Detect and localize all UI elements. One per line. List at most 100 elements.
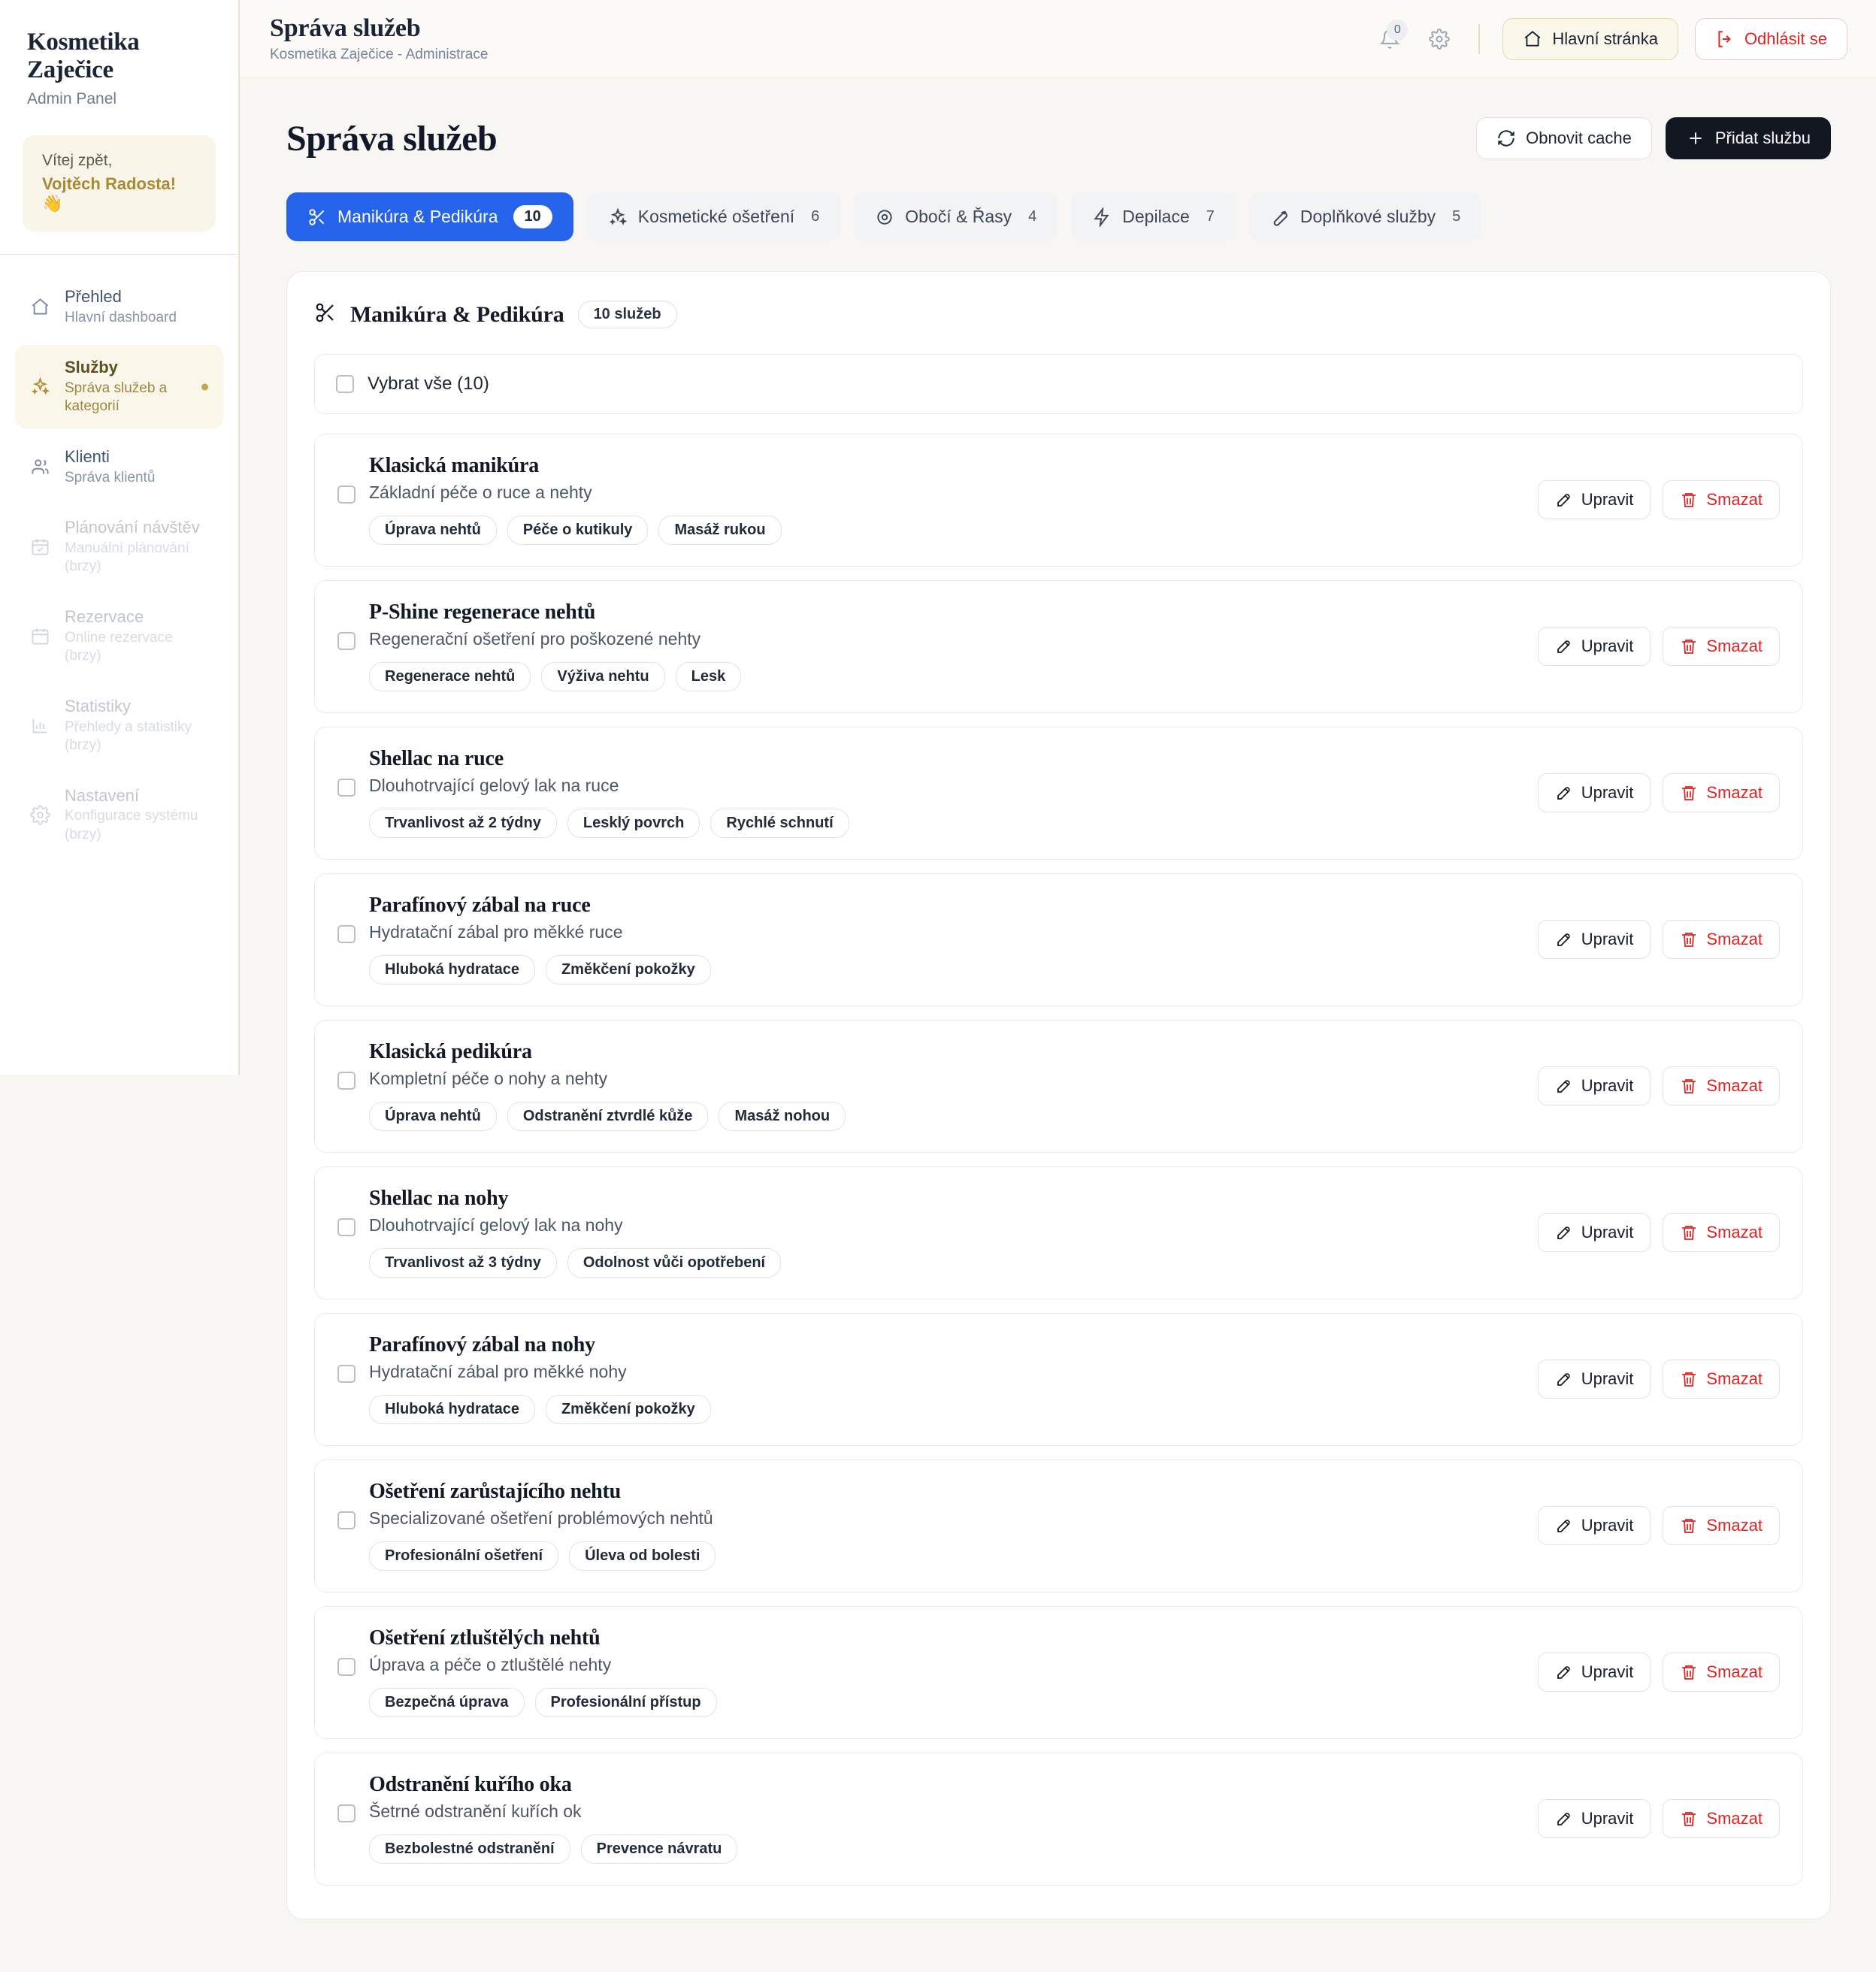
tab-obo-asy[interactable]: Obočí & Řasy 4 <box>854 192 1058 241</box>
sidebar-item-sublabel: Online rezervace (brzy) <box>65 629 173 664</box>
topbar-subtitle: Kosmetika Zaječice - Administrace <box>270 47 489 62</box>
sidebar-item-slu-by[interactable]: Služby Správa služeb a kategorií <box>15 345 223 429</box>
home-page-button[interactable]: Hlavní stránka <box>1502 17 1678 60</box>
sidebar-item-label: Služby <box>65 358 118 377</box>
topbar-actions: 0 Hlavní stránka Odhlásit se <box>1373 17 1847 60</box>
service-checkbox[interactable] <box>337 1804 356 1822</box>
welcome-username: Vojtěch Radosta! 👋 <box>42 174 177 213</box>
service-tag: Masáž rukou <box>658 516 782 545</box>
select-all-row[interactable]: Vybrat vše (10) <box>314 354 1803 414</box>
delete-service-button[interactable]: Smazat <box>1663 773 1780 812</box>
tab-manik-ra-pedik-ra[interactable]: Manikúra & Pedikúra 10 <box>286 192 573 241</box>
service-row: Klasická manikúra Základní péče o ruce a … <box>314 434 1803 567</box>
logout-button[interactable]: Odhlásit se <box>1694 17 1847 60</box>
delete-service-button[interactable]: Smazat <box>1663 1359 1780 1399</box>
service-checkbox[interactable] <box>337 1072 356 1090</box>
sidebar-item-sublabel: Manuální plánování (brzy) <box>65 540 189 575</box>
tab-count: 7 <box>1206 208 1215 225</box>
sidebar-item-label: Přehled <box>65 287 122 306</box>
tab-label: Manikúra & Pedikúra <box>337 207 498 226</box>
edit-service-button[interactable]: Upravit <box>1537 1212 1651 1252</box>
edit-service-button[interactable]: Upravit <box>1537 1505 1651 1545</box>
services-card: Manikúra & Pedikúra 10 služeb Vybrat vše… <box>286 271 1831 1919</box>
delete-service-button[interactable]: Smazat <box>1663 1212 1780 1252</box>
service-checkbox[interactable] <box>337 1365 356 1383</box>
service-tag: Úleva od bolesti <box>569 1541 716 1571</box>
delete-service-button[interactable]: Smazat <box>1663 626 1780 666</box>
edit-service-button[interactable]: Upravit <box>1537 479 1651 519</box>
welcome-greeting: Vítej zpět, <box>42 152 113 169</box>
service-row: Odstranění kuřího oka Šetrné odstranění k… <box>314 1753 1803 1886</box>
tab-label: Doplňkové služby <box>1300 207 1436 226</box>
tab-depilace[interactable]: Depilace 7 <box>1071 192 1236 241</box>
delete-service-label: Smazat <box>1706 489 1763 509</box>
sidebar-item-p-ehled[interactable]: Přehled Hlavní dashboard <box>15 274 223 339</box>
delete-service-label: Smazat <box>1706 1662 1763 1681</box>
service-name: Shellac na nohy <box>369 1187 509 1210</box>
delete-service-button[interactable]: Smazat <box>1663 1798 1780 1838</box>
add-service-button[interactable]: Přidat službu <box>1665 117 1831 159</box>
sidebar-item-sublabel: Přehledy a statistiky (brzy) <box>65 718 192 754</box>
tab-dopl-kov-slu-by[interactable]: Doplňkové služby 5 <box>1248 192 1482 241</box>
trash-icon <box>1682 1078 1696 1093</box>
service-tags: Trvanlivost až 2 týdny Lesklý povrch Rychl… <box>369 809 1515 838</box>
service-checkbox[interactable] <box>337 632 356 650</box>
sidebar-item-pl-nov-n-n-v-t-v: Plánování návštěv Manuální plánování (brz… <box>15 505 223 588</box>
bar-chart-icon <box>29 714 51 736</box>
delete-service-button[interactable]: Smazat <box>1663 1652 1780 1692</box>
sidebar-item-sublabel: Správa klientů <box>65 469 156 485</box>
edit-service-button[interactable]: Upravit <box>1537 1798 1651 1838</box>
service-row-actions: Upravit Smazat <box>1537 1212 1780 1252</box>
delete-service-button[interactable]: Smazat <box>1663 919 1780 959</box>
trash-icon <box>1682 1225 1696 1240</box>
edit-service-button[interactable]: Upravit <box>1537 1652 1651 1692</box>
delete-service-label: Smazat <box>1706 1808 1763 1828</box>
edit-service-button[interactable]: Upravit <box>1537 1066 1651 1105</box>
service-tag: Regenerace nehtů <box>369 662 531 691</box>
service-name: Parafínový zábal na ruce <box>369 894 591 917</box>
edit-service-button[interactable]: Upravit <box>1537 626 1651 666</box>
service-description: Regenerační ošetření pro poškozené nehty <box>369 629 701 649</box>
logout-label: Odhlásit se <box>1744 29 1827 48</box>
service-checkbox[interactable] <box>337 485 356 504</box>
service-row: Ošetření zarůstajícího nehtu Specializova… <box>314 1459 1803 1592</box>
settings-button[interactable] <box>1423 23 1456 56</box>
bar-chart-icon <box>32 718 47 733</box>
edit-service-label: Upravit <box>1581 1075 1634 1095</box>
delete-service-button[interactable]: Smazat <box>1663 1505 1780 1545</box>
service-tags: Bezbolestné odstranění Prevence návratu <box>369 1834 1515 1864</box>
delete-service-button[interactable]: Smazat <box>1663 1066 1780 1105</box>
service-checkbox[interactable] <box>337 925 356 943</box>
select-all-checkbox[interactable] <box>336 375 354 393</box>
topbar-title: Správa služeb <box>270 14 421 42</box>
brand: Kosmetika Zaječice Admin Panel <box>0 0 238 114</box>
sidebar-item-klienti[interactable]: Klienti Správa klientů <box>15 434 223 499</box>
plus-icon <box>1690 132 1702 144</box>
home-icon <box>1524 30 1541 47</box>
refresh-cache-button[interactable]: Obnovit cache <box>1476 117 1652 159</box>
service-checkbox[interactable] <box>337 779 356 797</box>
service-checkbox[interactable] <box>337 1511 356 1529</box>
service-description: Dlouhotrvající gelový lak na ruce <box>369 776 619 795</box>
edit-service-button[interactable]: Upravit <box>1537 1359 1651 1399</box>
delete-service-button[interactable]: Smazat <box>1663 479 1780 519</box>
edit-service-button[interactable]: Upravit <box>1537 773 1651 812</box>
tab-kosmetick-o-et-en[interactable]: Kosmetické ošetření 6 <box>586 192 841 241</box>
sidebar: Kosmetika Zaječice Admin Panel Vítej zpě… <box>0 0 240 1075</box>
sidebar-item-label: Statistiky <box>65 697 132 715</box>
delete-service-label: Smazat <box>1706 636 1763 655</box>
service-tag: Rychlé schnutí <box>710 809 849 838</box>
sparkles-icon <box>29 376 51 398</box>
service-checkbox[interactable] <box>337 1218 356 1236</box>
sparkles-icon <box>31 377 50 395</box>
refresh-icon <box>1498 130 1514 147</box>
edit-service-button[interactable]: Upravit <box>1537 919 1651 959</box>
trash-icon <box>1682 1665 1696 1680</box>
notifications-button[interactable]: 0 <box>1373 19 1409 56</box>
sidebar-item-sublabel: Hlavní dashboard <box>65 309 177 325</box>
edit-icon <box>1557 1226 1570 1239</box>
service-checkbox[interactable] <box>337 1658 356 1676</box>
edit-service-label: Upravit <box>1581 929 1634 948</box>
service-tags: Profesionální ošetření Úleva od bolesti <box>369 1541 1515 1571</box>
sidebar-item-label: Klienti <box>65 447 110 467</box>
